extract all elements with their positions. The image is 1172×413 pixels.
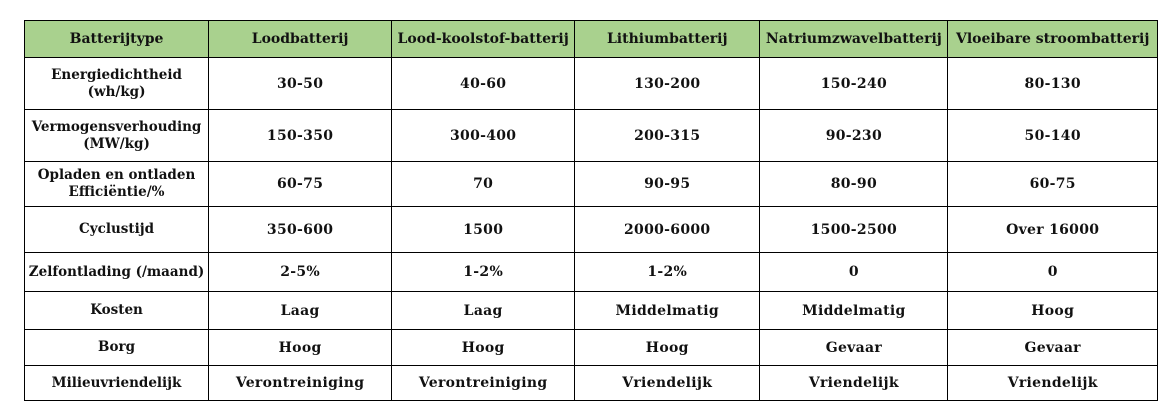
table-cell: 90-95 — [574, 161, 761, 207]
table-cell: 0 — [759, 252, 949, 292]
table-cell: 300-400 — [391, 109, 576, 162]
table-cell: Over 16000 — [947, 206, 1158, 253]
row-label: Vermogensverhouding (MW/kg) — [23, 109, 210, 162]
table-cell: Hoog — [391, 329, 576, 366]
table-body: Energiedichtheid (wh/kg) 30-50 40-60 130… — [23, 57, 1158, 401]
table-header: Batterijtype Loodbatterij Lood-koolstof-… — [23, 20, 1158, 58]
table-cell: Vriendelijk — [947, 365, 1158, 401]
row-label: Cyclustijd — [23, 206, 210, 253]
table-cell: Vriendelijk — [759, 365, 949, 401]
header-cell-sodium-sulfur-battery: Natriumzwavelbatterij — [759, 20, 949, 58]
row-label-line: Energiedichtheid — [51, 66, 182, 83]
table-row: Vermogensverhouding (MW/kg) 150-350 300-… — [23, 109, 1158, 162]
row-label: Energiedichtheid (wh/kg) — [23, 57, 210, 110]
table-cell: 60-75 — [947, 161, 1158, 207]
table-cell: Hoog — [947, 291, 1158, 330]
table-cell: 1500-2500 — [759, 206, 949, 253]
header-cell-lead-battery: Loodbatterij — [208, 20, 393, 58]
table-cell: Hoog — [208, 329, 393, 366]
row-label-line: Vermogensverhouding — [31, 118, 202, 135]
header-row: Batterijtype Loodbatterij Lood-koolstof-… — [23, 20, 1158, 58]
comparison-table-container: Batterijtype Loodbatterij Lood-koolstof-… — [23, 20, 1158, 401]
table-cell: 1500 — [391, 206, 576, 253]
table-cell: 150-240 — [759, 57, 949, 110]
table-cell: 40-60 — [391, 57, 576, 110]
table-cell: Middelmatig — [574, 291, 761, 330]
table-cell: 2-5% — [208, 252, 393, 292]
table-cell: Gevaar — [759, 329, 949, 366]
table-cell: Verontreiniging — [208, 365, 393, 401]
row-label-line: Efficiëntie/% — [68, 184, 165, 200]
table-row: Zelfontlading (/maand) 2-5% 1-2% 1-2% 0 … — [23, 252, 1158, 292]
table-cell: 80-130 — [947, 57, 1158, 110]
table-cell: 0 — [947, 252, 1158, 292]
table-row: Opladen en ontladen Efficiëntie/% 60-75 … — [23, 161, 1158, 207]
table-cell: Hoog — [574, 329, 761, 366]
table-row: Borg Hoog Hoog Hoog Gevaar Gevaar — [23, 329, 1158, 366]
table-cell: Vriendelijk — [574, 365, 761, 401]
table-cell: 2000-6000 — [574, 206, 761, 253]
table-cell: 80-90 — [759, 161, 949, 207]
header-cell-flow-battery: Vloeibare stroombatterij — [947, 20, 1158, 58]
row-label: Zelfontlading (/maand) — [23, 252, 210, 292]
table-cell: Laag — [208, 291, 393, 330]
table-cell: 1-2% — [391, 252, 576, 292]
row-label-line: (wh/kg) — [87, 83, 146, 100]
table-cell: Gevaar — [947, 329, 1158, 366]
table-cell: Verontreiniging — [391, 365, 576, 401]
table-cell: 90-230 — [759, 109, 949, 162]
row-label-line: (MW/kg) — [83, 135, 150, 152]
row-label: Milieuvriendelijk — [23, 365, 210, 401]
table-cell: Middelmatig — [759, 291, 949, 330]
table-cell: 50-140 — [947, 109, 1158, 162]
table-cell: 60-75 — [208, 161, 393, 207]
table-cell: 130-200 — [574, 57, 761, 110]
table-cell: 1-2% — [574, 252, 761, 292]
table-cell: 30-50 — [208, 57, 393, 110]
table-cell: 350-600 — [208, 206, 393, 253]
header-cell-battery-type: Batterijtype — [23, 20, 210, 58]
row-label: Kosten — [23, 291, 210, 330]
table-cell: 200-315 — [574, 109, 761, 162]
row-label-line: Opladen en ontladen — [37, 167, 196, 183]
row-label: Borg — [23, 329, 210, 366]
header-cell-lithium-battery: Lithiumbatterij — [574, 20, 761, 58]
row-label: Opladen en ontladen Efficiëntie/% — [23, 161, 210, 207]
table-cell: 70 — [391, 161, 576, 207]
battery-comparison-table: Batterijtype Loodbatterij Lood-koolstof-… — [23, 20, 1158, 401]
header-cell-lead-carbon-battery: Lood-koolstof-batterij — [391, 20, 576, 58]
table-cell: 150-350 — [208, 109, 393, 162]
table-row: Cyclustijd 350-600 1500 2000-6000 1500-2… — [23, 206, 1158, 253]
table-cell: Laag — [391, 291, 576, 330]
table-row: Milieuvriendelijk Verontreiniging Veront… — [23, 365, 1158, 401]
table-row: Kosten Laag Laag Middelmatig Middelmatig… — [23, 291, 1158, 330]
table-row: Energiedichtheid (wh/kg) 30-50 40-60 130… — [23, 57, 1158, 110]
